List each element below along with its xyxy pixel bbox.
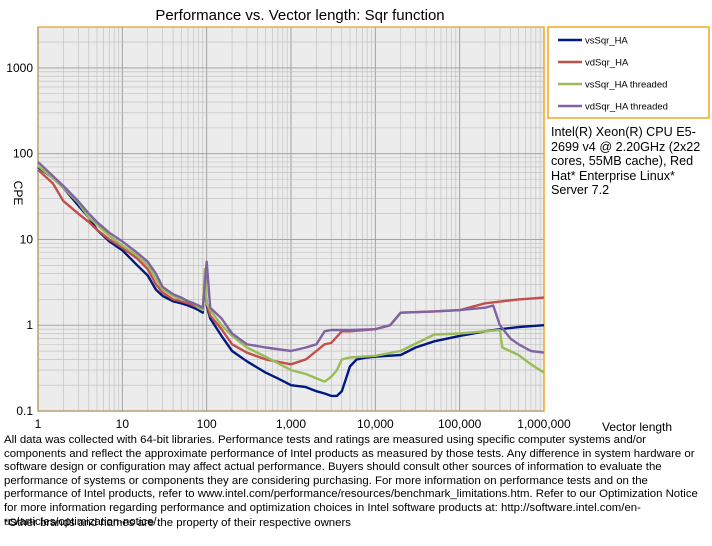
legend-label: vsSqr_HA xyxy=(585,36,628,47)
chart-title: Performance vs. Vector length: Sqr funct… xyxy=(155,7,444,24)
x-tick-label: 1,000 xyxy=(276,417,306,431)
x-axis-label: Vector length xyxy=(602,420,672,434)
y-axis-label: CPE xyxy=(11,181,25,206)
x-tick-label: 10 xyxy=(116,417,130,431)
footnote-text: *Other brands and names are the property… xyxy=(4,517,351,529)
series-layer xyxy=(37,161,545,398)
performance-chart: Performance vs. Vector length: Sqr funct… xyxy=(6,7,710,434)
series-line-1 xyxy=(37,166,545,398)
disclaimer-text: All data was collected with 64-bit libra… xyxy=(4,434,698,528)
y-tick-label: 1 xyxy=(26,318,33,332)
legend-box xyxy=(547,26,710,119)
y-tick-label: 1000 xyxy=(6,61,33,75)
series-line-4 xyxy=(37,161,545,354)
legend-label: vdSqr_HA threaded xyxy=(585,102,668,113)
y-tick-label: 10 xyxy=(20,232,34,246)
y-tick-label: 100 xyxy=(13,147,33,161)
cpu-info-text: Intel(R) Xeon(R) CPU E5-2699 v4 @ 2.20GH… xyxy=(551,125,701,198)
x-tick-label: 1 xyxy=(35,417,42,431)
x-tick-label: 100 xyxy=(197,417,217,431)
legend-label: vsSqr_HA threaded xyxy=(585,80,667,91)
series-line-3 xyxy=(37,164,545,383)
x-tick-label: 1,000,000 xyxy=(517,417,571,431)
legend-label: vdSqr_HA xyxy=(585,58,629,69)
y-tick-label: 0.1 xyxy=(16,404,33,418)
legend: vsSqr_HA vdSqr_HA vsSqr_HA threaded vdSqr_H… xyxy=(558,36,668,113)
x-axis: 1 10 100 1,000 10,000 100,000 1,000,000 xyxy=(35,417,571,431)
x-tick-label: 100,000 xyxy=(438,417,482,431)
y-axis: 0.1 1 10 100 1000 xyxy=(6,61,33,418)
x-tick-label: 10,000 xyxy=(357,417,394,431)
